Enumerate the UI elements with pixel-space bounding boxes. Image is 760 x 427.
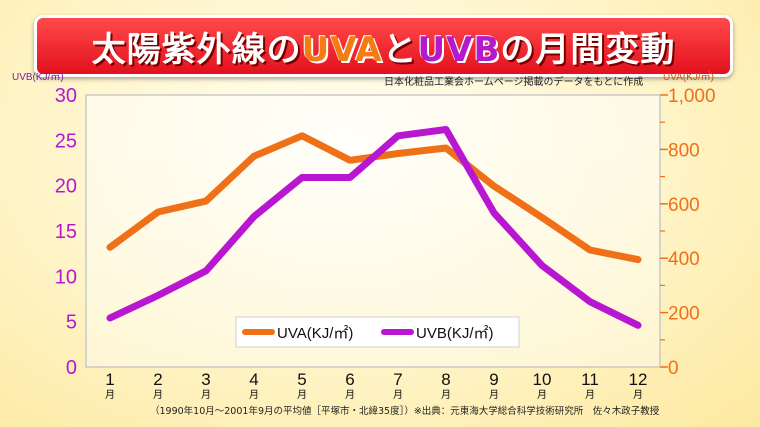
x-tick-label: 4 [249,370,258,389]
x-tick-unit: 月 [153,389,163,401]
title-suffix: の月間変動 [500,29,676,70]
x-tick-label: 12 [629,370,648,389]
footnote: （1990年10月～2001年9月の平均値［平塚市・北緯35度］）※出典：元東海… [150,406,660,417]
source-note: 日本化粧品工業会ホームページ掲載のデータをもとに作成 [384,77,644,88]
left-tick-label: 25 [55,130,77,152]
left-tick-label: 15 [55,221,77,243]
x-tick-unit: 月 [393,389,403,401]
x-tick-label: 10 [533,370,552,389]
x-tick-label: 5 [297,370,306,389]
x-tick-unit: 月 [345,389,355,401]
right-tick-label: 0 [668,358,679,379]
x-tick-label: 8 [441,370,450,389]
left-tick-label: 30 [55,85,77,107]
x-tick-label: 6 [345,370,354,389]
x-tick-label: 7 [393,370,402,389]
uvb-line [106,126,642,329]
legend-box [235,316,520,348]
title-uvb: UVB [417,29,501,70]
x-tick-unit: 月 [249,389,259,401]
left-tick-label: 5 [66,312,77,334]
title-uva: UVA [301,29,383,70]
x-tick-unit: 月 [441,389,451,401]
right-tick-label: 600 [668,195,700,216]
x-tick-unit: 月 [489,389,499,401]
right-tick-label: 1,000 [668,86,716,107]
legend-uva-label: UVA(KJ/㎡) [277,325,353,342]
right-axis-label: UVA(KJ/㎡) [663,71,714,83]
x-tick-unit: 月 [537,389,547,401]
x-tick-label: 9 [489,370,498,389]
legend-uvb-label: UVB(KJ/㎡) [416,325,494,342]
left-tick-label: 20 [55,176,77,198]
x-tick-unit: 月 [201,389,211,401]
right-tick-label: 200 [668,304,700,325]
x-tick-label: 3 [201,370,210,389]
x-tick-unit: 月 [633,389,643,401]
left-axis-label: UVB(KJ/㎡) [12,71,64,83]
x-tick-unit: 月 [297,389,307,401]
left-tick-label: 10 [55,266,77,288]
legend: UVA(KJ/㎡) UVB(KJ/㎡) [235,316,520,348]
x-tick-label: 2 [153,370,162,389]
x-tick-label: 11 [581,370,599,389]
left-tick-label: 0 [66,357,77,379]
title-banner: 太陽紫外線のUVAとUVBの月間変動 [34,15,733,77]
right-tick-label: 400 [668,249,700,270]
x-tick-unit: 月 [105,389,115,401]
x-tick-unit: 月 [585,389,595,401]
x-tick-label: 1 [105,370,114,389]
chart-title: 太陽紫外線のUVAとUVBの月間変動 [92,22,676,71]
right-tick-label: 800 [668,140,700,161]
title-prefix: 太陽紫外線の [91,29,302,70]
title-connector: と [382,29,418,70]
